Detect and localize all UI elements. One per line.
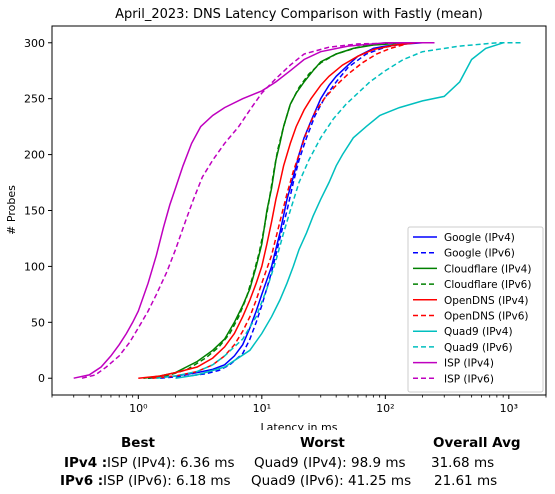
legend-label: OpenDNS (IPv4)	[444, 295, 529, 307]
legend-label: ISP (IPv4)	[444, 358, 494, 370]
y-tick-label: 50	[31, 316, 45, 329]
series-line-1	[160, 42, 408, 379]
legend-label: OpenDNS (IPv6)	[444, 311, 529, 323]
legend-label: Quad9 (IPv6)	[444, 342, 513, 354]
series-line-9	[81, 42, 408, 379]
series-line-0	[148, 42, 423, 379]
y-tick-label: 200	[24, 149, 45, 162]
y-tick-label: 0	[38, 372, 45, 385]
x-tick-label: 10¹	[253, 402, 271, 415]
y-tick-label: 100	[24, 260, 45, 273]
series-line-5	[152, 42, 411, 379]
series-line-4	[138, 42, 417, 379]
x-tick-label: 10⁰	[129, 402, 148, 415]
avg-header: Overall Avg	[433, 435, 521, 451]
y-axis-label: # Probes	[5, 185, 18, 235]
series-line-8	[73, 42, 435, 379]
ipv4-row-label: IPv4 :	[64, 455, 108, 471]
legend-label: Google (IPv6)	[444, 248, 515, 260]
latency-chart: April_2023: DNS Latency Comparison with …	[5, 7, 547, 430]
x-axis-ticks: 10⁰ 10¹ 10² 10³	[51, 395, 547, 415]
ipv4-best: ISP (IPv4): 6.36 ms	[107, 455, 235, 471]
x-tick-label: 10³	[500, 402, 518, 415]
best-header: Best	[121, 435, 155, 451]
series-line-6	[175, 42, 504, 379]
legend-label: Cloudflare (IPv4)	[444, 263, 531, 275]
ipv6-worst: Quad9 (IPv6): 41.25 ms	[251, 473, 412, 489]
ipv4-avg: 31.68 ms	[431, 455, 495, 471]
ipv4-worst: Quad9 (IPv4): 98.9 ms	[254, 455, 406, 471]
chart-title: April_2023: DNS Latency Comparison with …	[115, 7, 483, 22]
worst-header: Worst	[300, 435, 345, 451]
x-axis-label: Latency in ms	[261, 421, 338, 430]
y-tick-label: 300	[24, 37, 45, 50]
ipv6-best: ISP (IPv6): 6.18 ms	[103, 473, 231, 489]
ipv6-row-label: IPv6 :	[60, 473, 104, 489]
legend-box	[407, 226, 544, 393]
y-tick-label: 150	[24, 205, 45, 218]
legend-label: Google (IPv4)	[444, 232, 515, 244]
y-axis-ticks: 0 50 100 150 200 250 300	[24, 37, 52, 385]
series-line-3	[147, 42, 386, 379]
y-tick-label: 250	[24, 93, 45, 106]
x-tick-label: 10²	[376, 402, 394, 415]
ipv6-avg: 21.61 ms	[434, 473, 498, 489]
series-line-2	[143, 42, 408, 379]
series-line-7	[156, 42, 523, 379]
series-lines	[73, 42, 523, 379]
legend: Google (IPv4) Google (IPv6) Cloudflare (IP…	[407, 226, 544, 393]
legend-label: ISP (IPv6)	[444, 373, 494, 385]
legend-label: Quad9 (IPv4)	[444, 326, 513, 338]
legend-label: Cloudflare (IPv6)	[444, 279, 531, 291]
